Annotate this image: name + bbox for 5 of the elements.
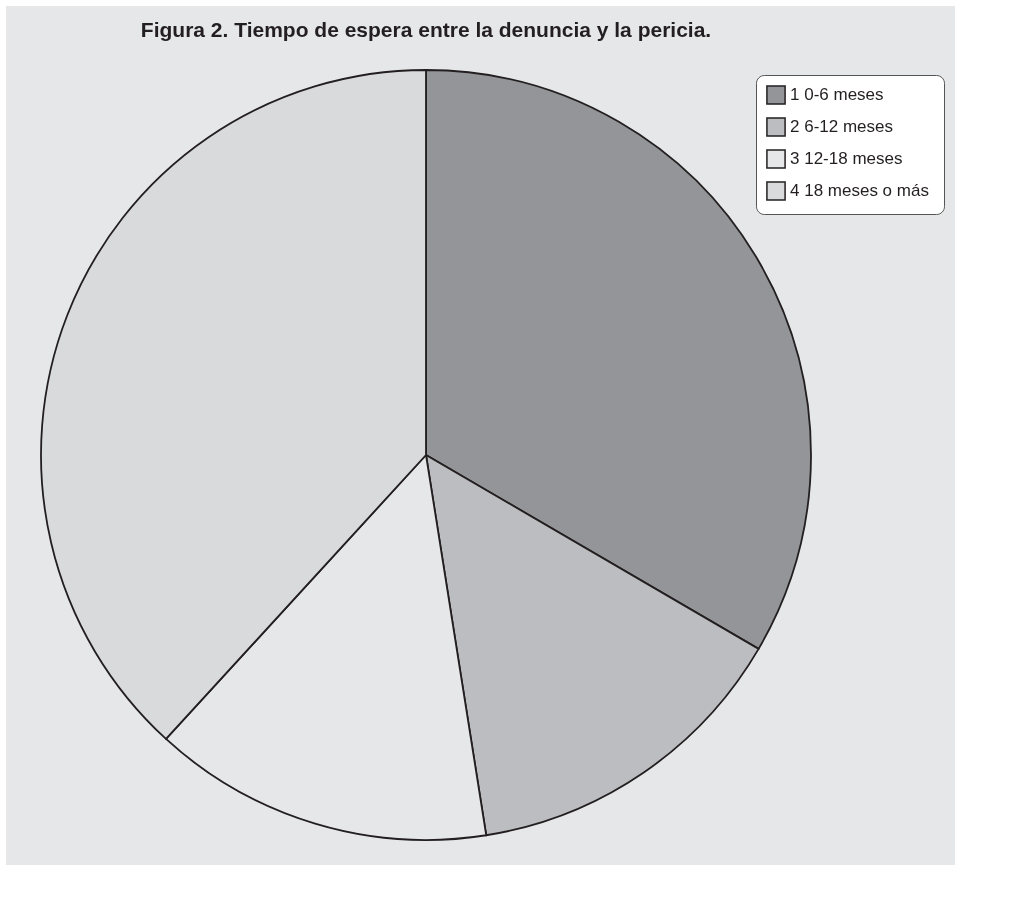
legend-label: 1 0-6 meses: [790, 85, 884, 104]
legend-label: 3 12-18 meses: [790, 149, 903, 168]
legend-label: 2 6-12 meses: [790, 117, 893, 136]
legend-label: 4 18 meses o más: [790, 181, 929, 200]
chart-title: Figura 2. Tiempo de espera entre la denuncia y la pericia.: [140, 18, 712, 41]
